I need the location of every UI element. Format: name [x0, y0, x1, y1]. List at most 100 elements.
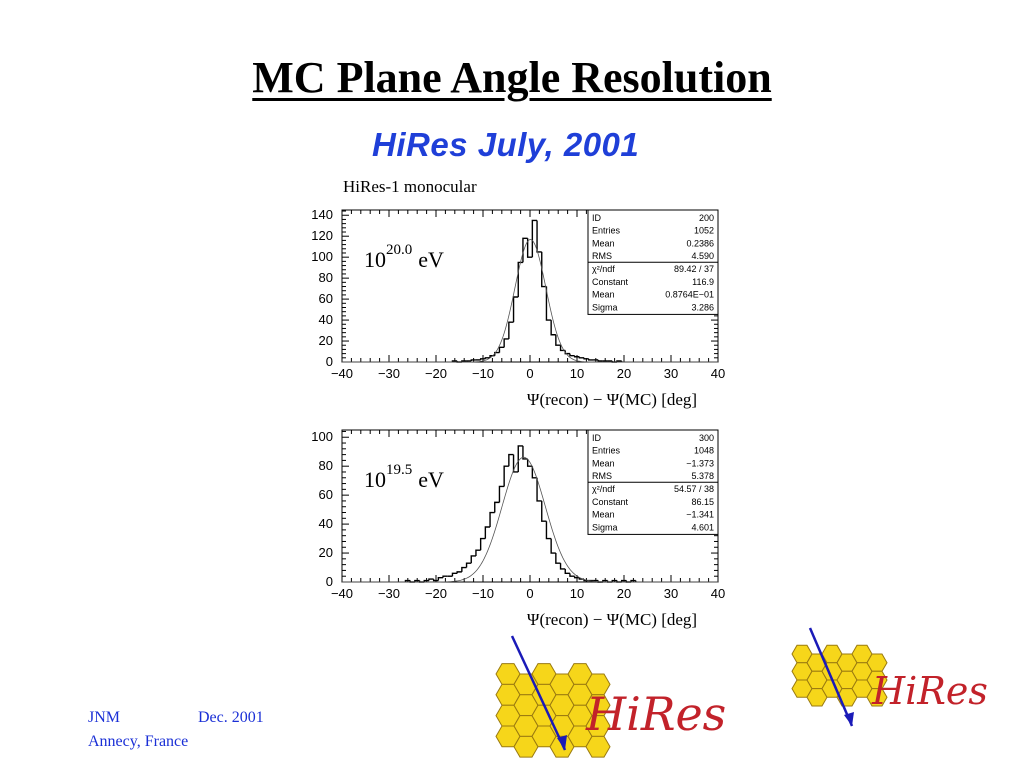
x-tick-label: 30 — [664, 366, 678, 381]
x-tick-label: −10 — [472, 586, 494, 601]
histogram-panel-top: −40 −30 −20 −10 0 10 20 30 40 0 20 40 60 80 100 120 140 1… — [311, 207, 725, 409]
histogram-bin — [470, 555, 476, 564]
histogram-bin — [456, 571, 462, 574]
y-tick-label: 100 — [311, 249, 333, 264]
histogram-bin — [550, 320, 556, 336]
histogram-bin — [437, 576, 444, 581]
histogram-bin — [479, 358, 486, 360]
histogram-bin — [428, 578, 434, 581]
x-tick-label: 20 — [617, 366, 631, 381]
x-tick-label: 0 — [526, 586, 533, 601]
x-tick-label: 0 — [526, 366, 533, 381]
hires-logo-right: HiRes — [791, 627, 988, 727]
y-tick-label: 20 — [319, 545, 333, 560]
histogram-bin — [569, 573, 575, 577]
energy-label: 1019.5 eV — [364, 462, 444, 492]
histogram-bin — [498, 485, 505, 503]
y-tick-label: 80 — [319, 458, 333, 473]
histogram-bin — [526, 458, 533, 467]
x-tick-label: −20 — [425, 586, 447, 601]
y-tick-label: 60 — [319, 487, 333, 502]
histogram-bin — [404, 579, 411, 582]
stat-name: Entries — [592, 446, 621, 456]
histogram-bin — [484, 357, 491, 359]
histogram-bin — [588, 358, 594, 361]
y-tick-label: 0 — [326, 574, 333, 589]
stat-value: 200 — [699, 213, 714, 223]
x-tick-label: 20 — [617, 586, 631, 601]
stat-value: 116.9 — [692, 277, 714, 287]
stat-name: ID — [592, 433, 602, 443]
histogram-bin — [489, 511, 495, 527]
histogram-bin — [569, 353, 575, 357]
histogram-bin — [484, 526, 491, 539]
histogram-bin — [578, 356, 585, 359]
y-tick-label: 120 — [311, 228, 333, 243]
arrow-head-icon — [844, 712, 854, 726]
histogram-bin — [470, 359, 476, 361]
histogram-bin — [517, 261, 523, 298]
stat-value: 300 — [699, 433, 714, 443]
x-tick-label: 30 — [664, 586, 678, 601]
footer-date: Dec. 2001 — [198, 709, 264, 726]
histogram-bin — [522, 445, 528, 460]
energy-label: 1020.0 eV — [364, 242, 444, 272]
y-tick-label: 80 — [319, 270, 333, 285]
histogram-bin — [465, 562, 472, 568]
x-axis-title: Ψ(recon) − Ψ(MC) [deg] — [527, 610, 697, 629]
histogram-bin — [545, 521, 552, 540]
stat-value: 0.2386 — [686, 238, 714, 248]
histogram-bin — [512, 296, 519, 323]
histogram-bin — [630, 579, 636, 582]
histogram-bin — [475, 549, 481, 556]
stat-name: Constant — [592, 497, 629, 507]
histogram-bin — [611, 579, 617, 582]
histogram-bin — [541, 251, 547, 288]
histogram-bin — [583, 357, 589, 360]
histogram-bin — [494, 501, 500, 513]
histogram-bin — [526, 238, 533, 258]
slide-title: MC Plane Angle Resolution — [252, 53, 772, 102]
histogram-bin — [461, 566, 467, 572]
histogram-bin — [573, 576, 580, 579]
histogram-panel-bottom: −40 −30 −20 −10 0 10 20 30 40 0 20 40 60 80 100 1019.5 e… — [311, 429, 725, 629]
hires-logo-text: HiRes — [871, 669, 988, 713]
hires-logo-text: HiRes — [585, 687, 726, 741]
hex-cluster-icon — [791, 644, 888, 707]
histogram-bin — [545, 286, 552, 321]
histogram-bin — [508, 453, 514, 467]
arrow-head-icon — [557, 735, 567, 750]
histogram-bin — [442, 575, 448, 578]
x-tick-label: 10 — [570, 586, 584, 601]
gaussian-fit-curve — [342, 456, 718, 583]
histogram-bin — [531, 219, 538, 258]
x-tick-label: −20 — [425, 366, 447, 381]
histogram-bin — [498, 346, 505, 353]
histogram-bin — [564, 568, 570, 575]
histogram-bin — [512, 454, 519, 473]
stat-name: Mean — [592, 238, 615, 248]
stat-value: 4.590 — [691, 251, 714, 261]
histogram-bin — [573, 355, 580, 358]
y-tick-label: 40 — [319, 312, 333, 327]
y-tick-label: 20 — [319, 333, 333, 348]
hexagon-cell — [866, 688, 888, 707]
histogram-bin — [503, 338, 509, 348]
stat-value: −1.373 — [686, 458, 714, 468]
stat-name: Constant — [592, 277, 629, 287]
histogram-bin — [531, 466, 538, 479]
histogram-bin — [559, 563, 566, 570]
y-tick-label: 140 — [311, 207, 333, 222]
histogram-bin — [541, 500, 547, 522]
stat-value: 4.601 — [691, 522, 714, 532]
x-tick-label: −40 — [331, 366, 353, 381]
gaussian-fit-curve — [342, 239, 718, 363]
y-tick-label: 100 — [311, 429, 333, 444]
histogram-bin — [432, 579, 439, 582]
footer-author: JNM — [88, 709, 121, 726]
stat-value: 5.378 — [691, 471, 714, 481]
histogram-bin — [508, 321, 514, 339]
histogram-bin — [564, 350, 570, 355]
stat-name: Sigma — [592, 522, 618, 532]
histogram-bin — [479, 537, 486, 551]
